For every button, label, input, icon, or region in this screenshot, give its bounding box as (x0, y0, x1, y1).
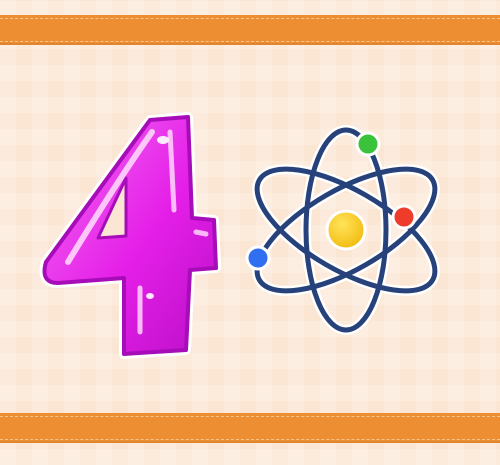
electron-green (355, 131, 381, 157)
orbit-right (254, 166, 438, 294)
top-stripe (0, 15, 500, 45)
nucleus (325, 209, 367, 251)
electron-red (391, 204, 417, 230)
numeral-four-icon (39, 112, 221, 359)
orbit-left (254, 166, 438, 294)
bottom-stripe (0, 413, 500, 443)
electron-blue (245, 245, 271, 271)
atom-icon (245, 125, 440, 335)
orbit-vertical (303, 127, 389, 333)
